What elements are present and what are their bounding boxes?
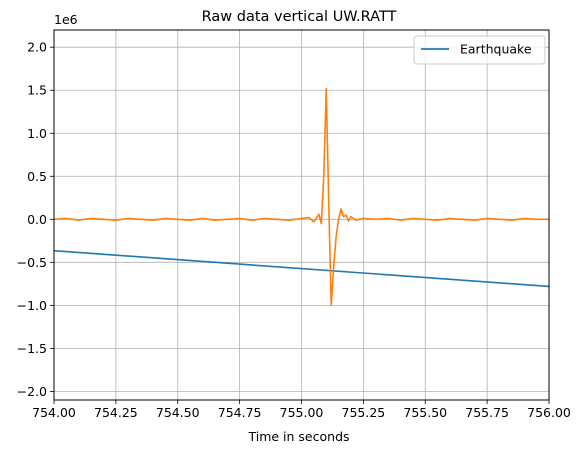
x-tick-label: 755.00	[280, 405, 324, 420]
x-tick-label: 754.50	[156, 405, 200, 420]
x-tick-label: 754.00	[32, 405, 76, 420]
x-tick-label: 755.75	[465, 405, 509, 420]
x-tick-label: 755.25	[342, 405, 386, 420]
y-tick-label: 1.5	[27, 83, 47, 98]
series-layer	[54, 87, 549, 307]
axis-ticks: 754.00 754.25 754.50 754.75 755.00 755.25 755.…	[17, 40, 571, 420]
y-tick-label: −2.0	[17, 384, 47, 399]
y-tick-label: −1.0	[17, 298, 47, 313]
y-tick-label: 2.0	[27, 40, 47, 55]
x-tick-label: 754.25	[94, 405, 138, 420]
y-tick-label: 0.0	[27, 212, 47, 227]
chart-title: Raw data vertical UW.RATT	[202, 9, 397, 25]
series-line-earthquake	[54, 249, 549, 288]
y-tick-label: −0.5	[17, 255, 47, 270]
x-tick-label: 754.75	[218, 405, 262, 420]
legend-label-earthquake: Earthquake	[460, 42, 532, 57]
x-tick-label: 755.50	[403, 405, 447, 420]
y-tick-label: 0.5	[27, 169, 47, 184]
y-tick-label: 1.0	[27, 126, 47, 141]
legend-box	[413, 35, 546, 65]
x-axis-label: Time in seconds	[247, 429, 349, 444]
series-line-signal	[54, 87, 549, 307]
y-offset-label: 1e6	[54, 12, 78, 27]
x-tick-label: 756.00	[527, 405, 571, 420]
y-tick-label: −1.5	[17, 341, 47, 356]
legend: Earthquake	[413, 35, 546, 65]
